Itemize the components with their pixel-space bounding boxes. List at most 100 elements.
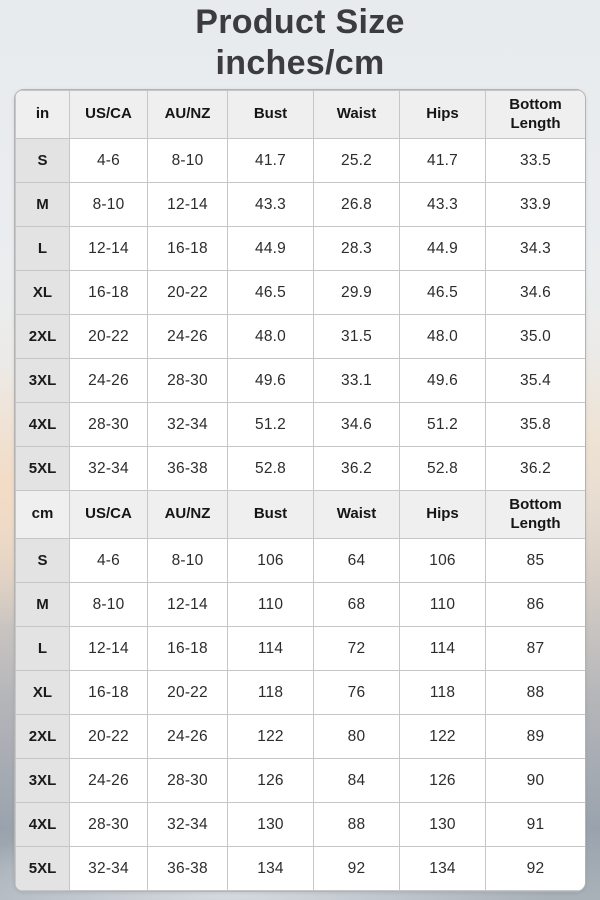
value-cell: 49.6 xyxy=(399,358,486,403)
value-cell: 72 xyxy=(313,626,400,671)
value-cell: 84 xyxy=(313,758,400,803)
size-label-cell: 2XL xyxy=(15,714,70,759)
column-header-cell: Bust xyxy=(227,490,314,539)
column-header-cell: Bust xyxy=(227,90,314,139)
value-cell: 64 xyxy=(313,538,400,583)
size-label-cell: XL xyxy=(15,270,70,315)
value-cell: 20-22 xyxy=(69,314,148,359)
value-cell: 43.3 xyxy=(227,182,314,227)
value-cell: 35.0 xyxy=(485,314,585,359)
value-cell: 28-30 xyxy=(69,802,148,847)
value-cell: 106 xyxy=(227,538,314,583)
size-label-cell: M xyxy=(15,582,70,627)
column-header-cell: AU/NZ xyxy=(147,90,228,139)
size-row-in-S: S 4-6 8-10 41.7 25.2 41.7 33.5 xyxy=(15,138,585,183)
size-row-cm-L: L 12-14 16-18 114 72 114 87 xyxy=(15,626,585,671)
size-row-cm-M: M 8-10 12-14 110 68 110 86 xyxy=(15,582,585,627)
size-row-in-XL: XL 16-18 20-22 46.5 29.9 46.5 34.6 xyxy=(15,270,585,315)
value-cell: 126 xyxy=(227,758,314,803)
header-row-in: in US/CA AU/NZ Bust Waist Hips Bottom Length xyxy=(15,90,585,139)
header-row-cm: cm US/CA AU/NZ Bust Waist Hips Bottom Length xyxy=(15,490,585,539)
value-cell: 36.2 xyxy=(485,446,585,491)
value-cell: 130 xyxy=(399,802,486,847)
size-row-cm-5XL: 5XL 32-34 36-38 134 92 134 92 xyxy=(15,846,585,891)
size-table-body: in US/CA AU/NZ Bust Waist Hips Bottom Length S 4… xyxy=(15,90,585,891)
value-cell: 28-30 xyxy=(147,758,228,803)
value-cell: 43.3 xyxy=(399,182,486,227)
size-row-in-2XL: 2XL 20-22 24-26 48.0 31.5 48.0 35.0 xyxy=(15,314,585,359)
size-label-cell: 4XL xyxy=(15,402,70,447)
column-header-cell: US/CA xyxy=(69,490,148,539)
value-cell: 34.6 xyxy=(313,402,400,447)
value-cell: 34.3 xyxy=(485,226,585,271)
value-cell: 12-14 xyxy=(147,182,228,227)
size-label-cell: 4XL xyxy=(15,802,70,847)
value-cell: 36-38 xyxy=(147,846,228,891)
value-cell: 86 xyxy=(485,582,585,627)
value-cell: 12-14 xyxy=(69,226,148,271)
page-subtitle: inches/cm xyxy=(215,44,385,82)
column-header-cell: Hips xyxy=(399,490,486,539)
value-cell: 24-26 xyxy=(69,758,148,803)
value-cell: 118 xyxy=(227,670,314,715)
value-cell: 87 xyxy=(485,626,585,671)
value-cell: 44.9 xyxy=(227,226,314,271)
value-cell: 44.9 xyxy=(399,226,486,271)
size-label-cell: 5XL xyxy=(15,446,70,491)
value-cell: 35.8 xyxy=(485,402,585,447)
value-cell: 24-26 xyxy=(69,358,148,403)
value-cell: 91 xyxy=(485,802,585,847)
unit-header-cell: in xyxy=(15,90,70,139)
column-header-cell: Waist xyxy=(313,90,400,139)
value-cell: 25.2 xyxy=(313,138,400,183)
value-cell: 48.0 xyxy=(399,314,486,359)
size-label-cell: 3XL xyxy=(15,358,70,403)
column-header-cell: Bottom Length xyxy=(485,90,585,139)
size-row-cm-3XL: 3XL 24-26 28-30 126 84 126 90 xyxy=(15,758,585,803)
value-cell: 52.8 xyxy=(399,446,486,491)
page-title: Product Size xyxy=(195,3,405,41)
size-label-cell: S xyxy=(15,538,70,583)
size-row-cm-S: S 4-6 8-10 106 64 106 85 xyxy=(15,538,585,583)
value-cell: 20-22 xyxy=(147,270,228,315)
value-cell: 134 xyxy=(227,846,314,891)
value-cell: 32-34 xyxy=(147,802,228,847)
title-block: Product Size inches/cm xyxy=(0,0,600,84)
value-cell: 8-10 xyxy=(69,582,148,627)
size-row-cm-4XL: 4XL 28-30 32-34 130 88 130 91 xyxy=(15,802,585,847)
value-cell: 28.3 xyxy=(313,226,400,271)
value-cell: 26.8 xyxy=(313,182,400,227)
value-cell: 126 xyxy=(399,758,486,803)
value-cell: 92 xyxy=(485,846,585,891)
value-cell: 33.9 xyxy=(485,182,585,227)
size-row-cm-2XL: 2XL 20-22 24-26 122 80 122 89 xyxy=(15,714,585,759)
unit-header-cell: cm xyxy=(15,490,70,539)
value-cell: 85 xyxy=(485,538,585,583)
value-cell: 41.7 xyxy=(227,138,314,183)
size-label-cell: M xyxy=(15,182,70,227)
value-cell: 110 xyxy=(399,582,486,627)
value-cell: 8-10 xyxy=(69,182,148,227)
value-cell: 31.5 xyxy=(313,314,400,359)
value-cell: 68 xyxy=(313,582,400,627)
value-cell: 28-30 xyxy=(147,358,228,403)
value-cell: 88 xyxy=(485,670,585,715)
column-header-cell: Hips xyxy=(399,90,486,139)
size-row-cm-XL: XL 16-18 20-22 118 76 118 88 xyxy=(15,670,585,715)
value-cell: 20-22 xyxy=(147,670,228,715)
size-row-in-M: M 8-10 12-14 43.3 26.8 43.3 33.9 xyxy=(15,182,585,227)
value-cell: 16-18 xyxy=(69,670,148,715)
column-header-cell: US/CA xyxy=(69,90,148,139)
value-cell: 32-34 xyxy=(69,446,148,491)
value-cell: 130 xyxy=(227,802,314,847)
value-cell: 51.2 xyxy=(227,402,314,447)
column-header-cell: Bottom Length xyxy=(485,490,585,539)
column-header-cell: AU/NZ xyxy=(147,490,228,539)
size-label-cell: L xyxy=(15,226,70,271)
value-cell: 80 xyxy=(313,714,400,759)
value-cell: 4-6 xyxy=(69,138,148,183)
value-cell: 24-26 xyxy=(147,714,228,759)
value-cell: 46.5 xyxy=(227,270,314,315)
value-cell: 33.1 xyxy=(313,358,400,403)
